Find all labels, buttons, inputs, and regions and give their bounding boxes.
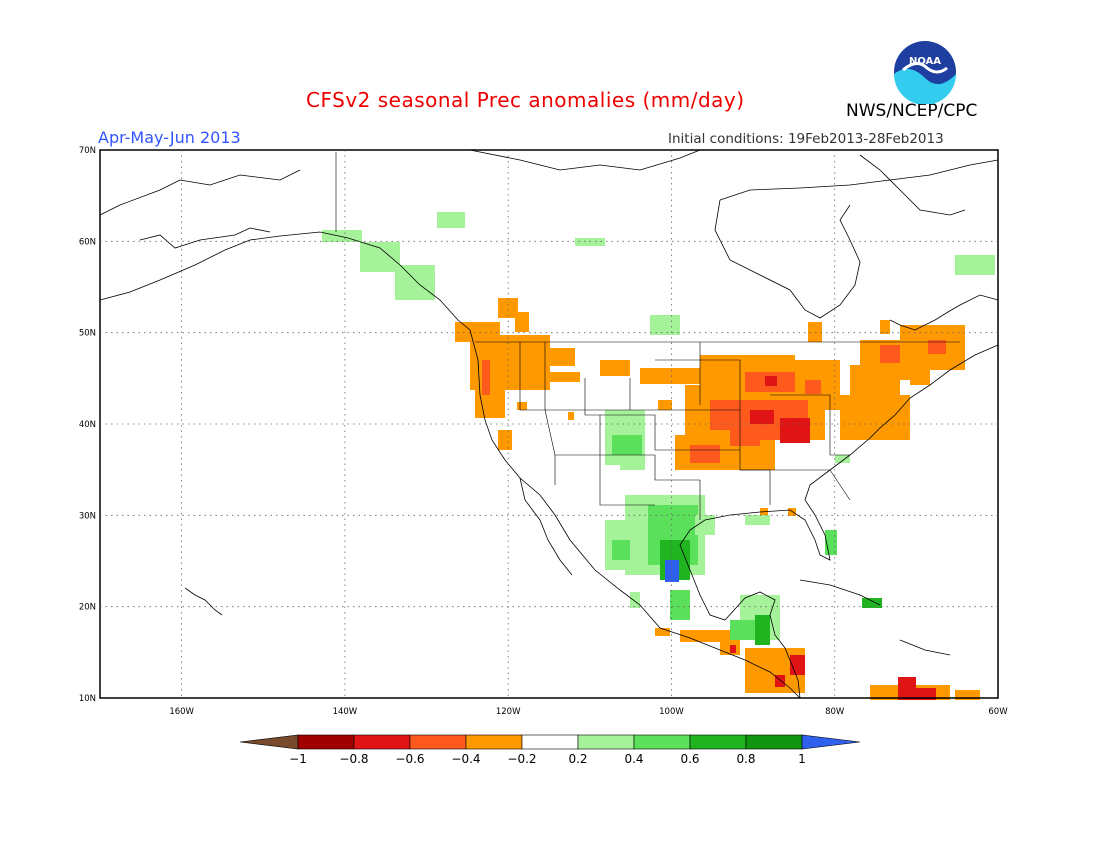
colorbar-label: −0.4: [451, 752, 480, 766]
colorbar-label: 0.6: [680, 752, 699, 766]
colorbar-segment: [689, 734, 747, 750]
colorbar-segment: [353, 734, 411, 750]
lon-tick-label: 140W: [333, 707, 358, 717]
colorbar-segment: [633, 734, 691, 750]
lat-tick-label: 10N: [79, 694, 96, 704]
lon-tick-label: 100W: [659, 707, 684, 717]
lat-tick-label: 50N: [79, 329, 96, 339]
colorbar-label: −0.6: [395, 752, 424, 766]
noaa-logo-icon: NOAA: [894, 41, 956, 104]
lat-tick-label: 70N: [79, 146, 96, 156]
colorbar-label: −1: [289, 752, 307, 766]
colorbar-segment: [465, 734, 523, 750]
lat-lon-grid: [100, 150, 998, 698]
colorbar-label: 0.8: [736, 752, 755, 766]
colorbar-label: 0.4: [624, 752, 643, 766]
noaa-logo-text: NOAA: [909, 56, 941, 67]
lat-tick-label: 60N: [79, 237, 96, 247]
colorbar-label: −0.8: [339, 752, 368, 766]
colorbar-label: −0.2: [507, 752, 536, 766]
longitude-labels: 160W 140W 120W 100W 80W 60W: [169, 707, 1008, 717]
colorbar: −1 −0.8 −0.6 −0.4 −0.2 0.2 0.4 0.6 0.8 1: [239, 734, 861, 766]
anomaly-cells: [322, 212, 995, 700]
colorbar-segment: [521, 734, 579, 750]
lon-tick-label: 80W: [825, 707, 845, 717]
colorbar-segment: [745, 734, 803, 750]
colorbar-segment: [409, 734, 467, 750]
colorbar-label: 1: [798, 752, 806, 766]
latitude-labels: 70N 60N 50N 40N 30N 20N 10N: [79, 146, 96, 704]
lon-tick-label: 160W: [169, 707, 194, 717]
initial-conditions-label: Initial conditions: 19Feb2013-28Feb2013: [668, 131, 944, 147]
lat-tick-label: 20N: [79, 603, 96, 613]
colorbar-segment: [297, 734, 355, 750]
colorbar-label: 0.2: [568, 752, 587, 766]
colorbar-segment: [577, 734, 635, 750]
coastlines-and-borders: [99, 149, 999, 699]
lon-tick-label: 120W: [496, 707, 521, 717]
organization-label: NWS/NCEP/CPC: [846, 101, 978, 121]
us-state-borders: [335, 152, 960, 520]
season-label: Apr-May-Jun 2013: [98, 128, 241, 147]
lat-tick-label: 30N: [79, 511, 96, 521]
lat-tick-label: 40N: [79, 420, 96, 430]
lon-tick-label: 60W: [988, 707, 1008, 717]
colorbar-high-arrow: [801, 734, 861, 750]
colorbar-low-arrow: [239, 734, 299, 750]
chart-title: CFSv2 seasonal Prec anomalies (mm/day): [306, 88, 745, 112]
